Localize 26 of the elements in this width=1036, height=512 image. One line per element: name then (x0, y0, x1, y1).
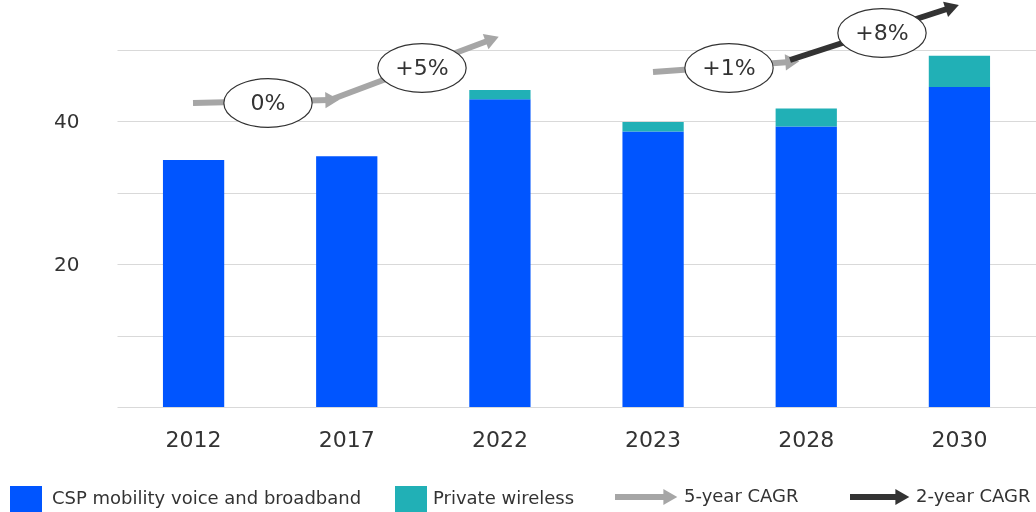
x-tick-label: 2030 (931, 426, 988, 452)
y-tick-label: 40 (54, 108, 80, 133)
bar (622, 131, 684, 407)
text: 5-year CAGR (684, 485, 799, 506)
bar (928, 87, 991, 407)
annotation: +8% (855, 20, 909, 45)
x-tick-label: 2022 (471, 426, 528, 452)
annotation: 0% (250, 90, 286, 115)
bar (775, 126, 837, 407)
bar (162, 159, 225, 407)
bar (928, 55, 991, 88)
x-tick-label: 2023 (625, 426, 682, 452)
y-tick-label: 20 (54, 251, 80, 276)
legend-label: CSP mobility voice and broadband (52, 487, 362, 508)
bar (775, 108, 837, 127)
bar (469, 99, 531, 407)
annotation: +1% (702, 55, 756, 80)
x-tick-label: 2017 (318, 426, 375, 452)
legend-label: Private wireless (433, 487, 575, 508)
x-tick-label: 2012 (165, 426, 222, 452)
bar (622, 122, 684, 132)
text: 2-year CAGR (916, 485, 1031, 506)
x-tick-label: 2028 (778, 426, 835, 452)
bar (469, 89, 531, 100)
annotation: +5% (395, 55, 449, 80)
bar (316, 156, 378, 407)
